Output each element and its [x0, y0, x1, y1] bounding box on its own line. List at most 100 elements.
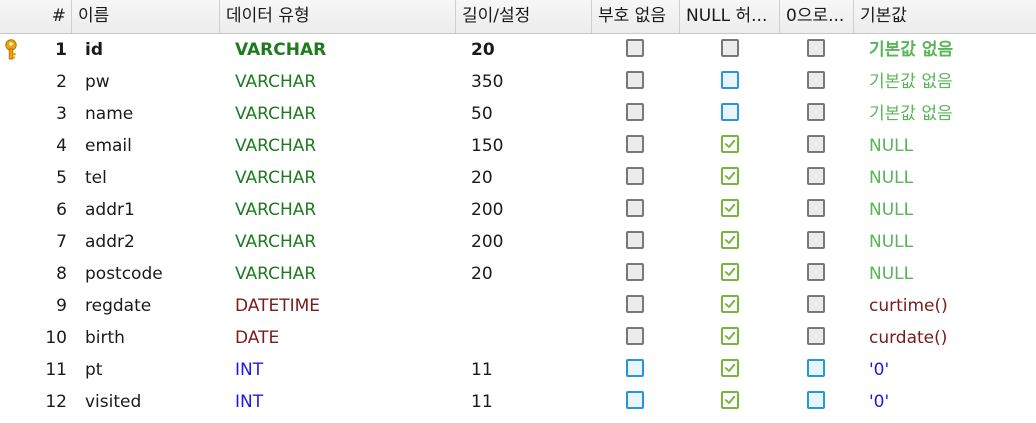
length-cell[interactable]: 150 [471, 136, 504, 156]
default-value-cell[interactable]: NULL [869, 200, 914, 220]
header-type[interactable]: 데이터 유형 [220, 0, 456, 33]
data-type-cell[interactable]: DATETIME [235, 296, 321, 316]
length-cell[interactable]: 11 [471, 360, 493, 380]
allow-null-checkbox[interactable] [721, 39, 739, 57]
table-row[interactable]: 2 pw VARCHAR 350 기본값 없음 [0, 66, 1036, 98]
allow-null-checkbox[interactable] [721, 135, 739, 153]
default-value-cell[interactable]: 기본값 없음 [869, 40, 954, 60]
zerofill-checkbox[interactable] [807, 391, 825, 409]
column-name-cell[interactable]: addr1 [85, 200, 135, 220]
data-type-cell[interactable]: VARCHAR [235, 264, 317, 284]
data-type-cell[interactable]: VARCHAR [235, 40, 327, 60]
table-row[interactable]: 3 name VARCHAR 50 기본값 없음 [0, 98, 1036, 130]
unsigned-checkbox[interactable] [626, 391, 644, 409]
default-value-cell[interactable]: 기본값 없음 [869, 104, 953, 124]
allow-null-checkbox[interactable] [721, 103, 739, 121]
default-value-cell[interactable]: 기본값 없음 [869, 72, 953, 92]
default-value-cell[interactable]: NULL [869, 232, 914, 252]
data-type-cell[interactable]: VARCHAR [235, 200, 317, 220]
data-type-cell[interactable]: VARCHAR [235, 72, 317, 92]
table-row[interactable]: 12 visited INT 11 '0' [0, 386, 1036, 418]
zerofill-checkbox[interactable] [807, 71, 825, 89]
length-cell[interactable]: 20 [471, 40, 495, 60]
allow-null-checkbox[interactable] [721, 295, 739, 313]
allow-null-checkbox[interactable] [721, 359, 739, 377]
header-zerofill[interactable]: 0으로... [780, 0, 854, 33]
length-cell[interactable]: 50 [471, 104, 493, 124]
table-row[interactable]: 8 postcode VARCHAR 20 NULL [0, 258, 1036, 290]
header-allow-null[interactable]: NULL 허... [680, 0, 780, 33]
data-type-cell[interactable]: INT [235, 392, 264, 412]
table-row[interactable]: 5 tel VARCHAR 20 NULL [0, 162, 1036, 194]
data-type-cell[interactable]: DATE [235, 328, 280, 348]
unsigned-checkbox[interactable] [626, 135, 644, 153]
column-name-cell[interactable]: birth [85, 328, 125, 348]
header-unsigned[interactable]: 부호 없음 [592, 0, 680, 33]
zerofill-checkbox[interactable] [807, 103, 825, 121]
unsigned-checkbox[interactable] [626, 263, 644, 281]
column-name-cell[interactable]: visited [85, 392, 142, 412]
length-cell[interactable]: 350 [471, 72, 504, 92]
table-row[interactable]: 7 addr2 VARCHAR 200 NULL [0, 226, 1036, 258]
length-cell[interactable]: 20 [471, 264, 493, 284]
default-value-cell[interactable]: '0' [869, 392, 890, 412]
column-name-cell[interactable]: name [85, 104, 134, 124]
unsigned-checkbox[interactable] [626, 295, 644, 313]
column-name-cell[interactable]: pt [85, 360, 103, 380]
table-row[interactable]: 11 pt INT 11 '0' [0, 354, 1036, 386]
column-name-cell[interactable]: postcode [85, 264, 163, 284]
length-cell[interactable]: 11 [471, 392, 493, 412]
unsigned-checkbox[interactable] [626, 359, 644, 377]
allow-null-checkbox[interactable] [721, 71, 739, 89]
unsigned-checkbox[interactable] [626, 199, 644, 217]
column-name-cell[interactable]: pw [85, 72, 110, 92]
default-value-cell[interactable]: curtime() [869, 296, 948, 316]
length-cell[interactable]: 200 [471, 200, 504, 220]
data-type-cell[interactable]: INT [235, 360, 264, 380]
zerofill-checkbox[interactable] [807, 199, 825, 217]
data-type-cell[interactable]: VARCHAR [235, 104, 317, 124]
allow-null-checkbox[interactable] [721, 263, 739, 281]
unsigned-checkbox[interactable] [626, 39, 644, 57]
table-row[interactable]: 10 birth DATE curdate() [0, 322, 1036, 354]
column-name-cell[interactable]: id [85, 40, 103, 60]
zerofill-checkbox[interactable] [807, 135, 825, 153]
zerofill-checkbox[interactable] [807, 327, 825, 345]
column-name-cell[interactable]: regdate [85, 296, 152, 316]
data-type-cell[interactable]: VARCHAR [235, 232, 317, 252]
default-value-cell[interactable]: NULL [869, 136, 914, 156]
default-value-cell[interactable]: NULL [869, 264, 914, 284]
zerofill-checkbox[interactable] [807, 167, 825, 185]
table-row[interactable]: 1 id VARCHAR 20 기본값 없음 [0, 34, 1036, 66]
unsigned-checkbox[interactable] [626, 231, 644, 249]
data-type-cell[interactable]: VARCHAR [235, 136, 317, 156]
length-cell[interactable] [456, 322, 592, 354]
header-num[interactable]: # [0, 0, 72, 33]
default-value-cell[interactable]: NULL [869, 168, 914, 188]
zerofill-checkbox[interactable] [807, 359, 825, 377]
length-cell[interactable]: 200 [471, 232, 504, 252]
table-row[interactable]: 9 regdate DATETIME curtime() [0, 290, 1036, 322]
length-cell[interactable] [456, 290, 592, 322]
column-name-cell[interactable]: addr2 [85, 232, 135, 252]
column-name-cell[interactable]: email [85, 136, 132, 156]
header-default[interactable]: 기본값 [860, 6, 907, 26]
allow-null-checkbox[interactable] [721, 167, 739, 185]
column-name-cell[interactable]: tel [85, 168, 107, 188]
header-name[interactable]: 이름 [72, 0, 220, 33]
allow-null-checkbox[interactable] [721, 327, 739, 345]
unsigned-checkbox[interactable] [626, 71, 644, 89]
allow-null-checkbox[interactable] [721, 231, 739, 249]
default-value-cell[interactable]: '0' [869, 360, 890, 380]
unsigned-checkbox[interactable] [626, 327, 644, 345]
zerofill-checkbox[interactable] [807, 39, 825, 57]
zerofill-checkbox[interactable] [807, 263, 825, 281]
zerofill-checkbox[interactable] [807, 231, 825, 249]
data-type-cell[interactable]: VARCHAR [235, 168, 317, 188]
table-row[interactable]: 6 addr1 VARCHAR 200 NULL [0, 194, 1036, 226]
length-cell[interactable]: 20 [471, 168, 493, 188]
zerofill-checkbox[interactable] [807, 295, 825, 313]
unsigned-checkbox[interactable] [626, 103, 644, 121]
table-row[interactable]: 4 email VARCHAR 150 NULL [0, 130, 1036, 162]
allow-null-checkbox[interactable] [721, 199, 739, 217]
